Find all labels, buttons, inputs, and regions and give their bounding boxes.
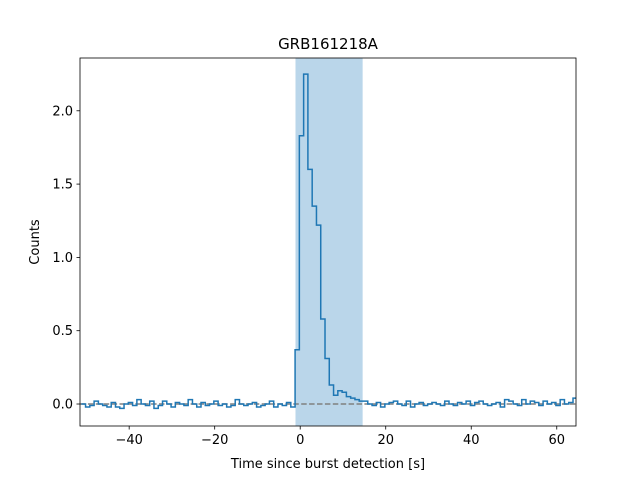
x-tick-label: −20: [201, 433, 228, 448]
x-axis-label: Time since burst detection [s]: [230, 457, 425, 472]
y-tick-label: 0.0: [52, 398, 73, 413]
chart-title: GRB161218A: [278, 35, 379, 53]
y-tick-label: 1.0: [52, 251, 73, 266]
x-tick-label: 40: [463, 433, 480, 448]
y-tick-label: 1.5: [52, 178, 73, 193]
x-tick-label: 0: [296, 433, 304, 448]
x-tick-label: −40: [115, 433, 142, 448]
y-tick-label: 2.0: [52, 104, 73, 119]
y-tick-label: 0.5: [52, 324, 73, 339]
y-axis-label: Counts: [28, 219, 43, 265]
x-tick-label: 20: [377, 433, 394, 448]
x-tick-label: 60: [548, 433, 565, 448]
